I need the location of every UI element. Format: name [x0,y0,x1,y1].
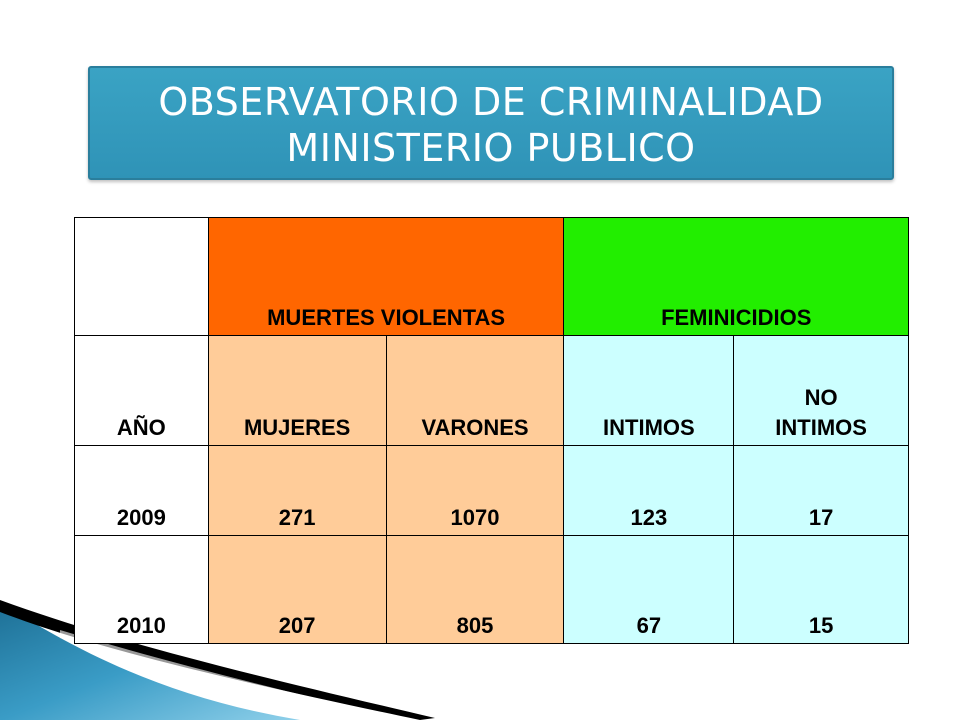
muertes-violentas-header: MUERTES VIOLENTAS [207,217,565,336]
no-intimos-header-line-2: INTIMOS [775,415,867,440]
title-banner: OBSERVATORIO DE CRIMINALIDAD MINISTERIO … [88,66,894,180]
intimos-cell: 67 [563,535,735,644]
column-header-row: AÑO MUJERES VARONES INTIMOS NO INTIMOS [74,335,909,446]
varones-cell: 1070 [385,445,565,536]
no-intimos-cell: 17 [733,445,909,536]
mujeres-column-header: MUJERES [207,335,387,446]
feminicidios-header: FEMINICIDIOS [563,217,909,336]
corner-swoosh-decoration [0,600,435,720]
statistics-table: MUERTES VIOLENTAS FEMINICIDIOS AÑO MUJER… [74,217,909,644]
no-intimos-column-header: NO INTIMOS [733,335,909,446]
title-line-2: MINISTERIO PUBLICO [286,126,696,170]
group-header-row: MUERTES VIOLENTAS FEMINICIDIOS [74,217,909,336]
table-row: 2009 271 1070 123 17 [74,445,909,536]
mujeres-cell: 207 [207,535,387,644]
table-row: 2010 207 805 67 15 [74,535,909,644]
varones-cell: 805 [385,535,565,644]
year-cell: 2010 [74,535,209,644]
intimos-column-header: INTIMOS [563,335,735,446]
year-column-header: AÑO [74,335,209,446]
no-intimos-header-line-1: NO [804,385,838,410]
intimos-cell: 123 [563,445,735,536]
empty-corner-cell [74,217,209,336]
title-line-1: OBSERVATORIO DE CRIMINALIDAD [158,80,824,124]
varones-column-header: VARONES [385,335,565,446]
mujeres-cell: 271 [207,445,387,536]
year-cell: 2009 [74,445,209,536]
no-intimos-cell: 15 [733,535,909,644]
